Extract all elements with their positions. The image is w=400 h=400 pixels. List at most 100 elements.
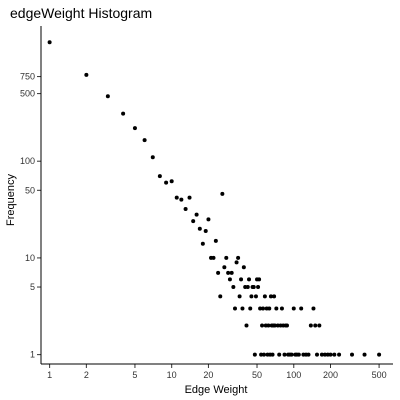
data-point (274, 306, 279, 311)
data-point (191, 219, 196, 224)
data-point (328, 352, 333, 357)
x-axis-ticks: 1 2 5 10 20 50 100 200 500 (47, 364, 387, 380)
data-point (261, 306, 266, 311)
x-tick-label: 5 (132, 370, 137, 380)
data-point (203, 228, 208, 233)
data-point (84, 72, 89, 77)
data-points (47, 40, 382, 357)
x-tick-label: 500 (372, 370, 387, 380)
data-point (284, 323, 289, 328)
chart-title: edgeWeight Histogram (10, 5, 152, 21)
data-point (105, 94, 110, 99)
data-point (222, 265, 227, 270)
data-point (253, 294, 258, 299)
data-point (183, 207, 188, 212)
data-point (256, 285, 261, 290)
data-point (267, 306, 272, 311)
data-point (179, 197, 184, 202)
x-tick-label: 1 (47, 370, 52, 380)
data-point (362, 352, 367, 357)
y-tick-label: 500 (20, 89, 35, 99)
data-point (213, 238, 218, 243)
data-point (218, 294, 223, 299)
data-point (291, 306, 296, 311)
y-tick-label: 10 (25, 253, 35, 263)
data-point (241, 265, 246, 270)
data-point (282, 352, 287, 357)
data-point (296, 352, 301, 357)
data-point (260, 323, 265, 328)
data-point (236, 255, 241, 260)
x-axis-label: Edge Weight (185, 384, 248, 396)
data-point (187, 195, 192, 200)
data-point (164, 180, 169, 185)
data-point (229, 270, 234, 275)
data-point (311, 306, 316, 311)
data-point (257, 277, 262, 282)
y-tick-label: 50 (25, 185, 35, 195)
data-point (259, 352, 264, 357)
data-point (337, 352, 342, 357)
data-point (244, 323, 249, 328)
data-point (289, 352, 294, 357)
data-point (350, 352, 355, 357)
y-axis-label: Frequency (5, 174, 17, 226)
data-point (169, 179, 174, 184)
y-tick-label: 100 (20, 156, 35, 166)
data-point (200, 241, 205, 246)
x-tick-label: 2 (84, 370, 89, 380)
data-point (377, 352, 382, 357)
data-point (272, 323, 277, 328)
data-point (247, 277, 252, 282)
data-point (275, 323, 280, 328)
data-point (322, 352, 327, 357)
data-point (277, 352, 282, 357)
data-point (248, 306, 253, 311)
data-point (306, 352, 311, 357)
data-point (232, 306, 237, 311)
data-point (308, 323, 313, 328)
data-point (266, 323, 271, 328)
data-point (220, 191, 225, 196)
y-tick-label: 5 (30, 282, 35, 292)
data-point (132, 126, 137, 131)
data-point (239, 277, 244, 282)
data-point (194, 212, 199, 217)
y-tick-label: 750 (20, 72, 35, 82)
data-point (231, 285, 236, 290)
data-point (47, 40, 52, 45)
data-point (227, 277, 232, 282)
data-point (237, 294, 242, 299)
x-tick-label: 20 (203, 370, 213, 380)
data-point (317, 323, 322, 328)
data-point (251, 285, 256, 290)
x-tick-label: 10 (167, 370, 177, 380)
data-point (279, 306, 284, 311)
data-point (319, 352, 324, 357)
x-tick-label: 200 (323, 370, 338, 380)
data-point (252, 352, 257, 357)
y-tick-label: 1 (30, 350, 35, 360)
data-point (224, 255, 229, 260)
data-point (258, 306, 263, 311)
data-point (211, 255, 216, 260)
data-point (206, 217, 211, 222)
data-point (261, 352, 266, 357)
data-point (332, 352, 337, 357)
data-point (157, 174, 162, 179)
data-point (197, 226, 202, 231)
data-point (262, 294, 267, 299)
data-point (226, 270, 231, 275)
x-tick-label: 50 (252, 370, 262, 380)
data-point (299, 306, 304, 311)
data-point (240, 306, 245, 311)
data-point (270, 352, 275, 357)
data-point (234, 260, 239, 265)
data-point (174, 195, 179, 200)
data-point (272, 294, 277, 299)
data-point (249, 294, 254, 299)
data-point (121, 111, 126, 116)
data-point (313, 323, 318, 328)
data-point (314, 352, 319, 357)
